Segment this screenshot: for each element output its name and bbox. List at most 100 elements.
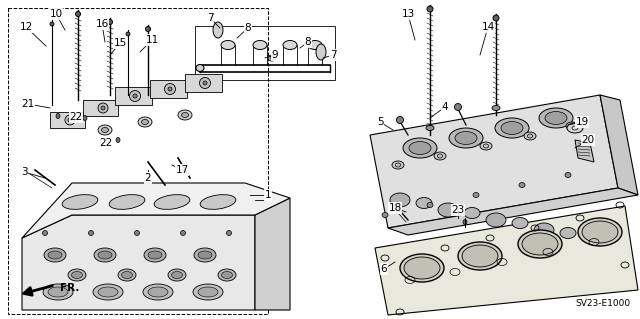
Ellipse shape	[145, 26, 150, 32]
Ellipse shape	[101, 106, 105, 110]
Ellipse shape	[473, 192, 479, 197]
Ellipse shape	[567, 123, 583, 133]
Ellipse shape	[76, 11, 81, 17]
Polygon shape	[150, 80, 187, 98]
Ellipse shape	[48, 251, 62, 259]
Ellipse shape	[455, 131, 477, 145]
Ellipse shape	[382, 212, 388, 218]
Text: 8: 8	[305, 37, 311, 47]
Ellipse shape	[118, 269, 136, 281]
Text: 9: 9	[272, 50, 278, 60]
Ellipse shape	[108, 19, 113, 25]
Ellipse shape	[98, 103, 108, 113]
Ellipse shape	[524, 132, 536, 140]
Ellipse shape	[518, 230, 562, 258]
Text: 16: 16	[95, 19, 109, 29]
Ellipse shape	[519, 182, 525, 188]
Ellipse shape	[172, 271, 182, 278]
Ellipse shape	[144, 248, 166, 262]
Ellipse shape	[221, 41, 235, 49]
Ellipse shape	[426, 125, 434, 130]
Ellipse shape	[213, 22, 223, 38]
Text: 21: 21	[21, 99, 35, 109]
Ellipse shape	[512, 218, 528, 228]
Ellipse shape	[404, 257, 440, 279]
Ellipse shape	[72, 271, 83, 278]
Ellipse shape	[403, 138, 437, 158]
Ellipse shape	[122, 271, 132, 278]
Text: 14: 14	[481, 22, 495, 32]
Polygon shape	[50, 112, 85, 128]
Ellipse shape	[134, 231, 140, 235]
Ellipse shape	[88, 231, 93, 235]
Ellipse shape	[539, 108, 573, 128]
Text: 22: 22	[99, 138, 113, 148]
Ellipse shape	[409, 142, 431, 154]
Text: 4: 4	[442, 102, 448, 112]
Ellipse shape	[449, 128, 483, 148]
Ellipse shape	[196, 64, 204, 71]
Ellipse shape	[200, 78, 211, 88]
Ellipse shape	[545, 112, 567, 124]
Ellipse shape	[198, 251, 212, 259]
Ellipse shape	[427, 6, 433, 12]
Text: 11: 11	[145, 35, 159, 45]
Ellipse shape	[65, 115, 75, 125]
Ellipse shape	[133, 94, 137, 98]
Ellipse shape	[392, 161, 404, 169]
Polygon shape	[575, 140, 594, 162]
Ellipse shape	[534, 223, 554, 237]
Ellipse shape	[578, 218, 622, 246]
Polygon shape	[22, 183, 290, 238]
Ellipse shape	[464, 207, 480, 219]
Ellipse shape	[221, 271, 232, 278]
Ellipse shape	[308, 41, 322, 49]
Text: 8: 8	[244, 23, 252, 33]
Ellipse shape	[193, 284, 223, 300]
Ellipse shape	[43, 284, 73, 300]
Ellipse shape	[397, 116, 403, 123]
Ellipse shape	[42, 231, 47, 235]
Text: 19: 19	[575, 117, 589, 127]
Ellipse shape	[203, 81, 207, 85]
Ellipse shape	[138, 117, 152, 127]
Text: SV23-E1000: SV23-E1000	[575, 299, 630, 308]
Ellipse shape	[168, 269, 186, 281]
Polygon shape	[255, 198, 290, 310]
Ellipse shape	[164, 84, 175, 94]
Polygon shape	[375, 206, 638, 315]
Ellipse shape	[56, 114, 60, 118]
Ellipse shape	[560, 227, 576, 239]
Ellipse shape	[390, 193, 410, 207]
Text: 10: 10	[49, 9, 63, 19]
Ellipse shape	[98, 125, 112, 135]
Ellipse shape	[109, 195, 145, 209]
Ellipse shape	[416, 197, 432, 209]
Ellipse shape	[94, 248, 116, 262]
Ellipse shape	[62, 195, 98, 209]
Polygon shape	[600, 95, 638, 195]
Ellipse shape	[143, 284, 173, 300]
Text: 2: 2	[145, 173, 151, 183]
Ellipse shape	[565, 173, 571, 177]
Ellipse shape	[218, 269, 236, 281]
Ellipse shape	[93, 284, 123, 300]
Ellipse shape	[462, 245, 498, 267]
Ellipse shape	[129, 91, 141, 101]
Ellipse shape	[463, 219, 467, 225]
Ellipse shape	[454, 103, 461, 110]
Text: 7: 7	[207, 13, 213, 23]
Ellipse shape	[198, 287, 218, 297]
Ellipse shape	[68, 118, 72, 122]
Ellipse shape	[154, 195, 190, 209]
Text: 6: 6	[381, 264, 387, 274]
Ellipse shape	[194, 248, 216, 262]
Ellipse shape	[522, 233, 558, 255]
Ellipse shape	[48, 287, 68, 297]
Polygon shape	[370, 95, 618, 228]
Ellipse shape	[227, 231, 232, 235]
Ellipse shape	[50, 22, 54, 26]
Ellipse shape	[438, 203, 458, 217]
Ellipse shape	[268, 55, 276, 61]
Text: 5: 5	[377, 117, 383, 127]
